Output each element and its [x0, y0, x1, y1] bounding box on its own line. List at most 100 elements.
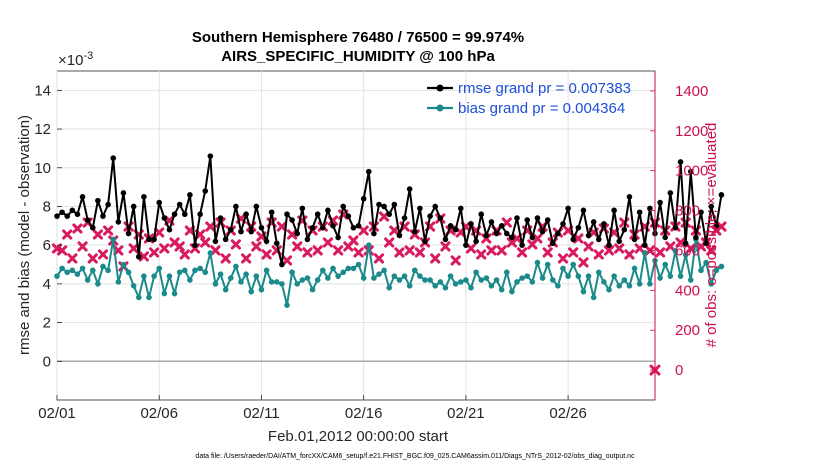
rmse-point	[371, 230, 377, 237]
y-right-tick-label: 800	[675, 203, 700, 220]
bias-point	[626, 283, 633, 289]
bias-point	[156, 265, 163, 272]
obs-marker	[465, 243, 477, 254]
bias-point	[647, 281, 653, 287]
bias-point	[284, 302, 290, 308]
bias-point	[417, 273, 423, 279]
bias-point	[279, 281, 285, 287]
rmse-point	[59, 209, 65, 216]
bias-point	[263, 267, 270, 274]
y-right-tick-label: 0	[675, 362, 683, 379]
bias-point	[606, 286, 612, 293]
rmse-point	[457, 205, 464, 212]
rmse-point	[253, 203, 260, 210]
bias-point	[176, 269, 183, 276]
y-right-axis-label: # of obs: o=possible; ×=evaluated	[703, 123, 720, 348]
rmse-point	[64, 213, 71, 219]
y-left-tick-label: 8	[43, 198, 51, 215]
chart-title-line2: AIRS_SPECIFIC_HUMIDITY @ 100 hPa	[221, 48, 495, 65]
bias-point	[662, 261, 669, 268]
rmse-point	[166, 226, 173, 233]
rmse-point	[69, 207, 76, 214]
bias-point	[493, 277, 500, 283]
rmse-point	[279, 261, 285, 268]
rmse-point	[396, 232, 403, 239]
rmse-point	[636, 209, 643, 216]
bias-point	[89, 267, 96, 274]
obs-marker	[287, 229, 298, 240]
legend-rmse-label: rmse grand pr = 0.007383	[458, 80, 631, 97]
obs-marker	[634, 243, 645, 254]
rmse-point	[156, 199, 163, 206]
obs-marker	[384, 237, 395, 248]
obs-marker	[430, 253, 441, 264]
rmse-point	[314, 211, 321, 218]
rmse-point	[468, 221, 474, 227]
rmse-point	[360, 195, 367, 202]
bias-point	[580, 288, 587, 295]
rmse-point	[391, 201, 398, 208]
bias-point	[601, 279, 607, 285]
bias-point	[192, 267, 198, 274]
y-left-tick-label: 4	[43, 276, 51, 293]
obs-marker	[292, 241, 303, 252]
bias-point	[340, 269, 347, 276]
y-right-tick-label: 400	[675, 282, 700, 299]
rmse-point	[304, 236, 311, 243]
obs-marker	[97, 249, 109, 260]
rmse-point	[238, 228, 244, 235]
bias-point	[509, 288, 515, 295]
obs-marker	[138, 251, 149, 262]
bias-point	[371, 275, 377, 281]
obs-marker	[496, 245, 507, 256]
rmse-point	[171, 211, 178, 218]
obs-marker	[440, 241, 451, 252]
rmse-point	[606, 242, 612, 248]
bias-point	[555, 283, 561, 289]
rmse-point	[447, 223, 454, 229]
rmse-point	[258, 224, 265, 231]
bias-point	[503, 269, 510, 276]
rmse-point	[601, 221, 607, 227]
rmse-point	[539, 228, 546, 235]
bias-point	[79, 265, 86, 272]
bias-point	[161, 290, 168, 297]
rmse-point	[222, 236, 229, 243]
bias-point	[478, 277, 485, 283]
bias-point	[529, 279, 536, 285]
bias-point	[130, 283, 137, 289]
legend: rmse grand pr = 0.007383 bias grand pr =…	[427, 80, 631, 117]
bias-point	[463, 277, 469, 283]
rmse-series	[54, 153, 725, 268]
footnote: data file: /Users/raeder/DAI/ATM_forcXX/…	[195, 453, 635, 460]
obs-marker	[281, 255, 293, 266]
bias-point	[212, 281, 219, 287]
rmse-point	[54, 213, 60, 219]
rmse-point	[524, 217, 531, 223]
bias-point	[447, 273, 454, 279]
rmse-point	[325, 207, 331, 214]
obs-marker	[450, 255, 461, 266]
bias-point	[345, 265, 352, 272]
bias-point	[432, 283, 439, 289]
rmse-point	[534, 215, 541, 221]
bias-point	[202, 269, 209, 276]
bias-point	[396, 277, 403, 283]
obs-marker	[486, 245, 497, 256]
bias-point	[238, 279, 244, 285]
bias-point	[217, 271, 224, 278]
rmse-point	[299, 205, 306, 212]
rmse-point	[130, 203, 137, 210]
rmse-point	[437, 215, 444, 221]
bias-point	[452, 281, 459, 287]
x-axis-label: Feb.01,2012 00:00:00 start	[268, 428, 449, 445]
obs-marker	[517, 247, 528, 258]
rmse-point	[115, 219, 122, 225]
bias-point	[677, 273, 684, 279]
bias-point	[590, 294, 597, 301]
bias-point	[565, 273, 571, 279]
bias-point	[667, 273, 674, 279]
bias-point	[125, 269, 132, 276]
obs-marker	[665, 241, 676, 252]
y-right-tick-label: 1200	[675, 123, 708, 140]
